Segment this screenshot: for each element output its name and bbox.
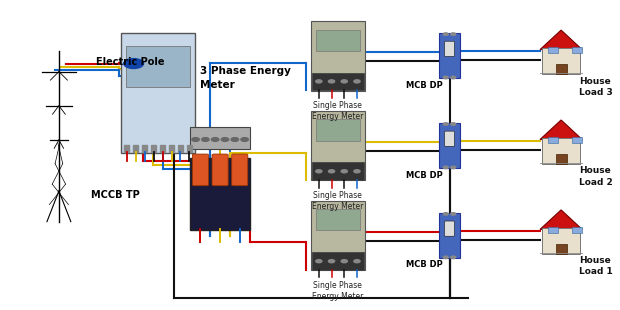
Circle shape bbox=[241, 138, 249, 141]
FancyBboxPatch shape bbox=[312, 162, 364, 180]
FancyBboxPatch shape bbox=[445, 41, 454, 56]
Circle shape bbox=[211, 138, 219, 141]
Bar bbox=[187, 145, 192, 152]
Text: Single Phase
Energy Meter: Single Phase Energy Meter bbox=[312, 191, 363, 211]
FancyBboxPatch shape bbox=[572, 47, 582, 53]
FancyBboxPatch shape bbox=[542, 138, 580, 164]
Text: 3 Phase Energy
Meter: 3 Phase Energy Meter bbox=[200, 65, 291, 90]
Circle shape bbox=[443, 33, 448, 35]
FancyBboxPatch shape bbox=[316, 119, 360, 140]
Circle shape bbox=[316, 80, 322, 83]
FancyBboxPatch shape bbox=[212, 154, 228, 186]
FancyBboxPatch shape bbox=[445, 131, 454, 146]
FancyBboxPatch shape bbox=[556, 154, 567, 164]
Circle shape bbox=[341, 170, 347, 173]
Bar bbox=[169, 145, 174, 152]
FancyBboxPatch shape bbox=[572, 227, 582, 233]
Circle shape bbox=[341, 260, 347, 263]
Circle shape bbox=[443, 256, 448, 259]
FancyBboxPatch shape bbox=[439, 213, 460, 258]
FancyBboxPatch shape bbox=[548, 137, 558, 143]
Circle shape bbox=[451, 123, 456, 125]
Polygon shape bbox=[540, 30, 582, 50]
Bar bbox=[160, 145, 165, 152]
Circle shape bbox=[231, 138, 239, 141]
Circle shape bbox=[341, 80, 347, 83]
Text: House
Load 1: House Load 1 bbox=[579, 256, 613, 277]
Circle shape bbox=[354, 170, 360, 173]
Text: MCB DP: MCB DP bbox=[406, 81, 443, 90]
Circle shape bbox=[316, 170, 322, 173]
FancyBboxPatch shape bbox=[542, 228, 580, 254]
FancyBboxPatch shape bbox=[312, 252, 364, 270]
Circle shape bbox=[192, 138, 199, 141]
Circle shape bbox=[316, 260, 322, 263]
FancyBboxPatch shape bbox=[192, 154, 208, 186]
Circle shape bbox=[443, 213, 448, 215]
Circle shape bbox=[329, 260, 335, 263]
Bar bbox=[178, 145, 183, 152]
Polygon shape bbox=[540, 210, 582, 229]
FancyBboxPatch shape bbox=[439, 33, 460, 78]
Circle shape bbox=[443, 166, 448, 169]
FancyBboxPatch shape bbox=[311, 21, 365, 91]
FancyBboxPatch shape bbox=[445, 221, 454, 236]
Text: House
Load 2: House Load 2 bbox=[579, 166, 613, 187]
FancyBboxPatch shape bbox=[572, 137, 582, 143]
FancyBboxPatch shape bbox=[548, 47, 558, 53]
Circle shape bbox=[451, 256, 456, 259]
FancyBboxPatch shape bbox=[311, 111, 365, 180]
FancyBboxPatch shape bbox=[316, 29, 360, 51]
FancyBboxPatch shape bbox=[122, 33, 195, 153]
Circle shape bbox=[329, 80, 335, 83]
Circle shape bbox=[451, 166, 456, 169]
Circle shape bbox=[451, 213, 456, 215]
Circle shape bbox=[451, 33, 456, 35]
Text: Electric Pole: Electric Pole bbox=[96, 57, 164, 67]
Circle shape bbox=[221, 138, 229, 141]
Text: MCB DP: MCB DP bbox=[406, 260, 443, 269]
FancyBboxPatch shape bbox=[316, 209, 360, 230]
FancyBboxPatch shape bbox=[126, 46, 190, 87]
Text: Single Phase
Energy Meter: Single Phase Energy Meter bbox=[312, 281, 363, 301]
Text: Single Phase
Energy Meter: Single Phase Energy Meter bbox=[312, 101, 363, 121]
Bar bbox=[133, 145, 138, 152]
Text: MCB DP: MCB DP bbox=[406, 170, 443, 179]
FancyBboxPatch shape bbox=[312, 73, 364, 90]
Text: MCCB TP: MCCB TP bbox=[92, 190, 140, 200]
FancyBboxPatch shape bbox=[439, 123, 460, 168]
Circle shape bbox=[354, 260, 360, 263]
Circle shape bbox=[123, 59, 143, 69]
FancyBboxPatch shape bbox=[311, 201, 365, 270]
FancyBboxPatch shape bbox=[548, 227, 558, 233]
Circle shape bbox=[202, 138, 209, 141]
Circle shape bbox=[329, 170, 335, 173]
Bar bbox=[124, 145, 130, 152]
Circle shape bbox=[443, 76, 448, 79]
FancyBboxPatch shape bbox=[542, 48, 580, 74]
Bar bbox=[142, 145, 147, 152]
FancyBboxPatch shape bbox=[556, 64, 567, 74]
FancyBboxPatch shape bbox=[556, 244, 567, 254]
Circle shape bbox=[354, 80, 360, 83]
Circle shape bbox=[451, 76, 456, 79]
Text: House
Load 3: House Load 3 bbox=[579, 77, 613, 97]
FancyBboxPatch shape bbox=[190, 127, 250, 149]
Circle shape bbox=[443, 123, 448, 125]
FancyBboxPatch shape bbox=[190, 158, 250, 230]
FancyBboxPatch shape bbox=[232, 154, 248, 186]
Polygon shape bbox=[540, 120, 582, 140]
Bar bbox=[151, 145, 156, 152]
